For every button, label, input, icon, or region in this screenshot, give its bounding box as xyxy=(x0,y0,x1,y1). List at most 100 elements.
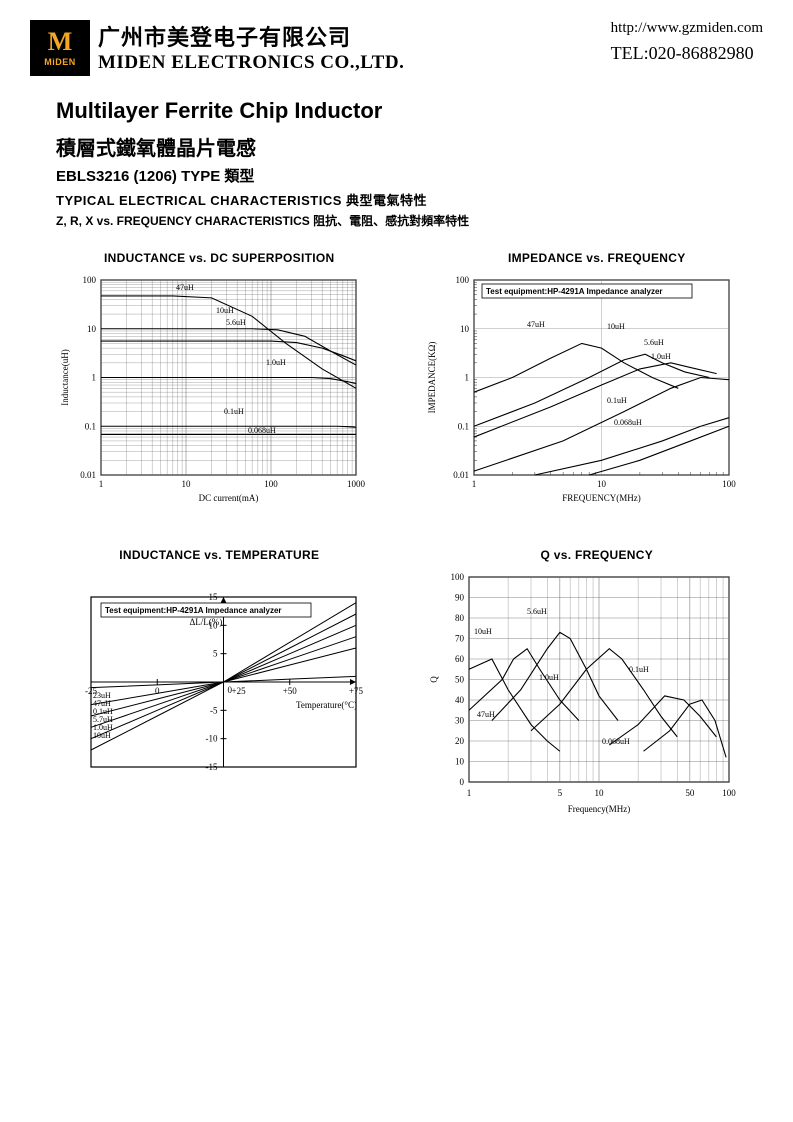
svg-text:0: 0 xyxy=(155,686,160,696)
svg-text:1: 1 xyxy=(471,479,476,489)
chart-inductance-dc: INDUCTANCE vs. DC SUPERPOSITION 11010010… xyxy=(56,251,383,510)
chart-inductance-temp: INDUCTANCE vs. TEMPERATURE -250+25+50+75… xyxy=(56,548,383,822)
svg-text:1: 1 xyxy=(99,479,104,489)
company-names: 广州市美登电子有限公司 MIDEN ELECTRONICS CO.,LTD. xyxy=(98,20,404,74)
logo: M MiDEN xyxy=(30,20,90,76)
svg-text:ΔL/L(%): ΔL/L(%) xyxy=(190,617,223,627)
content: Multilayer Ferrite Chip Inductor 積層式鐵氧體晶… xyxy=(0,86,793,822)
svg-text:1000: 1000 xyxy=(347,479,366,489)
svg-text:100: 100 xyxy=(83,275,97,285)
svg-text:1: 1 xyxy=(464,373,469,383)
svg-text:0.068uH: 0.068uH xyxy=(614,418,642,427)
title-cn: 積層式鐵氧體晶片電感 xyxy=(56,132,745,161)
svg-text:47uH: 47uH xyxy=(527,320,545,329)
svg-text:10: 10 xyxy=(455,757,465,767)
svg-text:0.01: 0.01 xyxy=(80,470,96,480)
zrx-line: Z, R, X vs. FREQUENCY CHARACTERISTICS 阻抗… xyxy=(56,212,745,229)
svg-text:47uH: 47uH xyxy=(176,283,194,292)
chart-q-freq: Q vs. FREQUENCY 0 10 20 30 40 50 60 70 80 90 100 1 5… xyxy=(419,548,746,822)
svg-text:0.1uH: 0.1uH xyxy=(629,665,649,674)
svg-text:10: 10 xyxy=(597,479,607,489)
chart2-svg: 1 10 100 0.01 0.1 1 10 100 47uH 10uH 5.6uH 1.0uH 0.1… xyxy=(419,275,739,510)
svg-text:80: 80 xyxy=(455,613,465,623)
svg-text:0: 0 xyxy=(228,685,233,695)
company-tel: TEL:020-86882980 xyxy=(611,43,763,64)
chart1-title: INDUCTANCE vs. DC SUPERPOSITION xyxy=(56,251,383,265)
header-right: http://www.gzmiden.com TEL:020-86882980 xyxy=(611,20,763,64)
svg-text:90: 90 xyxy=(455,593,465,603)
type-line: EBLS3216 (1206) TYPE 類型 xyxy=(56,165,745,186)
svg-text:0.068uH: 0.068uH xyxy=(248,426,276,435)
svg-text:10uH: 10uH xyxy=(93,731,111,740)
svg-text:47uH: 47uH xyxy=(477,710,495,719)
tec-line: TYPICAL ELECTRICAL CHARACTERISTICS 典型電氣特… xyxy=(56,190,745,209)
svg-text:-5: -5 xyxy=(210,705,218,715)
header: M MiDEN 广州市美登电子有限公司 MIDEN ELECTRONICS CO… xyxy=(0,0,793,86)
svg-text:+25: +25 xyxy=(232,686,247,696)
svg-text:-10: -10 xyxy=(206,734,218,744)
svg-text:100: 100 xyxy=(722,788,736,798)
svg-text:Test equipment:HP-4291A Impeda: Test equipment:HP-4291A Impedance analyz… xyxy=(105,606,282,615)
svg-text:Q: Q xyxy=(429,676,439,683)
svg-text:0.1: 0.1 xyxy=(457,421,468,431)
svg-text:0.01: 0.01 xyxy=(453,470,469,480)
svg-text:0: 0 xyxy=(459,777,464,787)
svg-text:1.0uH: 1.0uH xyxy=(539,673,559,682)
svg-text:10: 10 xyxy=(460,324,470,334)
svg-text:FREQUENCY(MHz): FREQUENCY(MHz) xyxy=(562,493,641,503)
svg-text:10uH: 10uH xyxy=(474,627,492,636)
svg-text:0.1: 0.1 xyxy=(85,421,96,431)
svg-text:5.6uH: 5.6uH xyxy=(226,318,246,327)
svg-text:+75: +75 xyxy=(349,686,364,696)
svg-text:0.068uH: 0.068uH xyxy=(602,737,630,746)
svg-text:5: 5 xyxy=(557,788,562,798)
chart3-svg: -250+25+50+7551015-5-10-15023uH47uH0.1uH… xyxy=(56,572,366,792)
svg-text:100: 100 xyxy=(722,479,736,489)
svg-text:50: 50 xyxy=(685,788,695,798)
svg-text:0.1uH: 0.1uH xyxy=(607,396,627,405)
svg-text:10: 10 xyxy=(182,479,192,489)
svg-text:10uH: 10uH xyxy=(216,306,234,315)
svg-text:60: 60 xyxy=(455,654,465,664)
chart4-svg: 0 10 20 30 40 50 60 70 80 90 100 1 5 10 50 100 47uH 10uH 5… xyxy=(419,572,739,822)
chart-impedance-freq: IMPEDANCE vs. FREQUENCY 1 10 100 0.01 0.1 1 10… xyxy=(419,251,746,510)
charts-grid: INDUCTANCE vs. DC SUPERPOSITION 11010010… xyxy=(56,251,745,822)
svg-text:30: 30 xyxy=(455,716,465,726)
svg-text:5.6uH: 5.6uH xyxy=(527,607,547,616)
svg-text:+50: +50 xyxy=(283,686,298,696)
chart2-title: IMPEDANCE vs. FREQUENCY xyxy=(449,251,746,265)
title-en: Multilayer Ferrite Chip Inductor xyxy=(56,98,745,124)
company-url: http://www.gzmiden.com xyxy=(611,20,763,37)
chart3-title: INDUCTANCE vs. TEMPERATURE xyxy=(56,548,383,562)
svg-text:1: 1 xyxy=(92,373,97,383)
svg-text:1.0uH: 1.0uH xyxy=(266,358,286,367)
svg-text:1: 1 xyxy=(466,788,471,798)
logo-brand: MiDEN xyxy=(44,57,76,67)
svg-text:Temperature(°C): Temperature(°C) xyxy=(296,700,357,710)
svg-text:10: 10 xyxy=(594,788,604,798)
svg-text:100: 100 xyxy=(450,572,464,582)
company-name-en: MIDEN ELECTRONICS CO.,LTD. xyxy=(98,52,404,74)
logo-m-icon: M xyxy=(48,29,73,55)
svg-text:10uH: 10uH xyxy=(607,322,625,331)
svg-text:100: 100 xyxy=(264,479,278,489)
header-left: M MiDEN 广州市美登电子有限公司 MIDEN ELECTRONICS CO… xyxy=(30,20,404,76)
company-name-cn: 广州市美登电子有限公司 xyxy=(98,20,404,52)
svg-text:70: 70 xyxy=(455,634,465,644)
svg-text:IMPEDANCE(KΩ): IMPEDANCE(KΩ) xyxy=(427,342,437,414)
svg-text:10: 10 xyxy=(87,324,97,334)
svg-text:20: 20 xyxy=(455,736,465,746)
chart1-svg: 1 10 100 1000 0.01 0.1 1 10 100 47uH 10uH 5.6uH 1.0u… xyxy=(56,275,366,510)
svg-text:Test equipment:HP-4291A Impeda: Test equipment:HP-4291A Impedance analyz… xyxy=(486,287,663,296)
svg-text:Inductance(uH): Inductance(uH) xyxy=(60,349,70,405)
svg-text:5.6uH: 5.6uH xyxy=(644,338,664,347)
chart4-title: Q vs. FREQUENCY xyxy=(449,548,746,562)
svg-text:50: 50 xyxy=(455,675,465,685)
svg-text:1.0uH: 1.0uH xyxy=(651,352,671,361)
svg-text:40: 40 xyxy=(455,695,465,705)
svg-text:100: 100 xyxy=(455,275,469,285)
svg-text:15: 15 xyxy=(209,592,219,602)
svg-text:-15: -15 xyxy=(206,762,218,772)
svg-text:Frequency(MHz): Frequency(MHz) xyxy=(567,804,629,814)
svg-text:0.1uH: 0.1uH xyxy=(224,407,244,416)
